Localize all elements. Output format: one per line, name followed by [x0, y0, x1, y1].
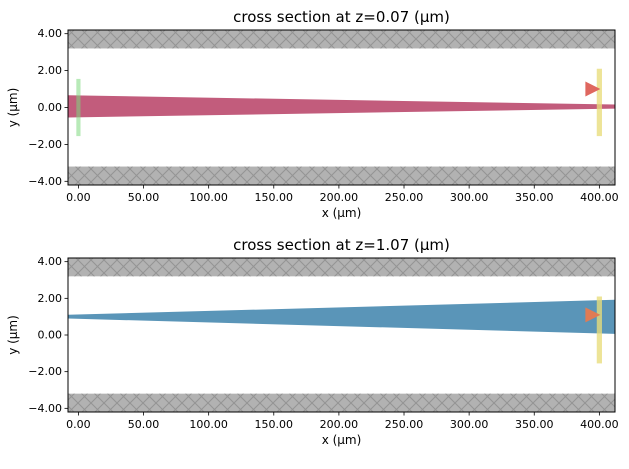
- x-tick-label: 350.00: [515, 418, 554, 431]
- y-tick-label: −4.00: [28, 402, 62, 415]
- x-tick-label: 150.00: [255, 191, 294, 204]
- y-tick-label: −4.00: [28, 175, 62, 188]
- x-tick-label: 100.00: [189, 418, 228, 431]
- y-tick-label: 0.00: [38, 101, 63, 114]
- x-tick-label: 400.00: [580, 191, 619, 204]
- mode-direction-marker: [585, 307, 601, 323]
- x-tick-label: 100.00: [189, 191, 228, 204]
- plot-area: [68, 258, 615, 412]
- y-tick-label: 2.00: [38, 292, 63, 305]
- y-axis-label: y (µm): [6, 315, 20, 355]
- monitor-plane: [596, 296, 602, 364]
- top-absorber-band-hatch: [68, 30, 615, 49]
- x-tick-label: 200.00: [320, 191, 359, 204]
- y-axis-label: y (µm): [6, 88, 20, 128]
- x-tick-label: 0.00: [66, 191, 91, 204]
- x-tick-label: 250.00: [385, 191, 424, 204]
- y-tick-label: 2.00: [38, 64, 63, 77]
- top-absorber-band-hatch: [68, 258, 615, 277]
- y-tick-label: −2.00: [28, 138, 62, 151]
- x-tick-label: 0.00: [66, 418, 91, 431]
- x-tick-label: 50.00: [128, 191, 160, 204]
- mode-direction-marker: [585, 81, 601, 97]
- y-tick-label: 0.00: [38, 329, 63, 342]
- upper-waveguide-taper: [68, 299, 615, 334]
- x-tick-label: 250.00: [385, 418, 424, 431]
- x-tick-label: 50.00: [128, 418, 160, 431]
- y-tick-label: 4.00: [38, 27, 63, 40]
- subplot-2: 0.00 50.00 100.00 150.00 200.00 250.00 300.00 3…: [6, 236, 619, 447]
- x-axis-label: x (µm): [322, 206, 362, 220]
- x-tick-label: 150.00: [255, 418, 294, 431]
- y-tick-label: 4.00: [38, 255, 63, 268]
- lower-waveguide-taper: [68, 95, 615, 118]
- x-tick-label: 300.00: [450, 191, 489, 204]
- bottom-absorber-band-hatch: [68, 166, 615, 185]
- chart-title: cross section at z=1.07 (µm): [233, 236, 450, 254]
- y-tick-label: −2.00: [28, 365, 62, 378]
- source-plane: [76, 78, 81, 137]
- x-tick-label: 200.00: [320, 418, 359, 431]
- monitor-plane: [596, 68, 602, 137]
- x-tick-label: 300.00: [450, 418, 489, 431]
- chart-title: cross section at z=0.07 (µm): [233, 8, 450, 26]
- x-tick-label: 350.00: [515, 191, 554, 204]
- x-axis-label: x (µm): [322, 433, 362, 447]
- subplot-1: 0.00 50.00 100.00 150.00 200.00 250.00 300.00 3…: [6, 8, 619, 220]
- x-tick-label: 400.00: [580, 418, 619, 431]
- bottom-absorber-band-hatch: [68, 393, 615, 412]
